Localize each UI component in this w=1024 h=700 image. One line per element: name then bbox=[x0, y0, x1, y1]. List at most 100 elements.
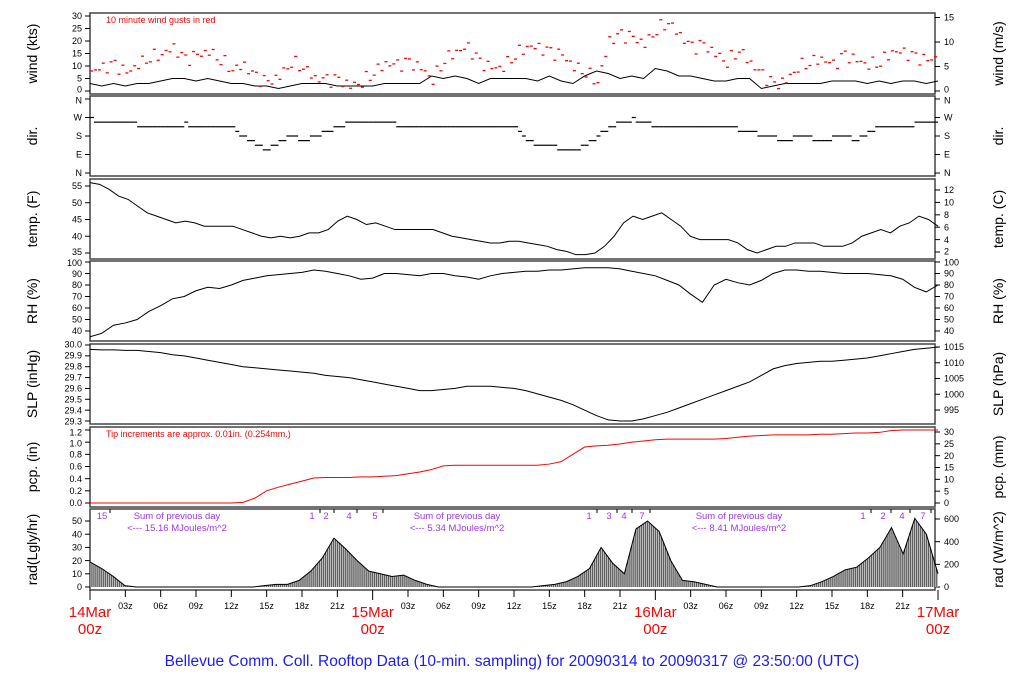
panel-pcp: 0.0 0.2 0.4 0.6 0.8 1.01.2 0 510 15 20 25 30 pcp. (i… bbox=[24, 426, 1006, 508]
radiation-annotations: 15 Sum of previous day<--- 15.16 MJoules/… bbox=[97, 509, 932, 534]
y-tick-label: 10 bbox=[72, 569, 82, 579]
x-tick-label: 03z bbox=[683, 601, 698, 611]
slp-line bbox=[89, 346, 939, 422]
x-day-label: 15Mar bbox=[351, 604, 394, 621]
y-tick-label-right: 50 bbox=[944, 315, 954, 325]
x-tick-label: 18z bbox=[577, 601, 592, 611]
x-tick-label: 18z bbox=[295, 601, 310, 611]
y-tick-label: 29.9 bbox=[64, 350, 82, 360]
radiation-area bbox=[90, 518, 938, 587]
x-tick-label: 15z bbox=[825, 601, 840, 611]
y-tick-label-right: 0 bbox=[944, 582, 949, 592]
y-tick-label: E bbox=[76, 150, 82, 160]
y-tick-label-right: 25 bbox=[944, 439, 954, 449]
y-tick-label: 29.6 bbox=[64, 383, 82, 393]
chart-title: Bellevue Comm. Coll. Rooftop Data (10-mi… bbox=[165, 653, 860, 670]
y-tick-label-right: 5 bbox=[944, 486, 949, 496]
y-axis-label-right: rad (W/m^2) bbox=[990, 511, 1006, 588]
x-tick-label: 03z bbox=[401, 601, 416, 611]
y-tick-label-right: 995 bbox=[944, 405, 959, 415]
y-axis-label: temp. (F) bbox=[24, 191, 40, 248]
y-tick-label: N bbox=[76, 96, 83, 106]
y-tick-label-right: 4 bbox=[944, 235, 949, 245]
y-tick-label: 0.0 bbox=[69, 498, 82, 508]
panel-temp: 35 40 45 50 55 2 4 6 8 10 12 temp. (F) temp. (C) bbox=[24, 178, 1006, 260]
panel-frame bbox=[89, 508, 936, 591]
panel-frame bbox=[89, 12, 936, 95]
x-tick-label: 06z bbox=[719, 601, 734, 611]
y-tick-label: 1.2 bbox=[69, 427, 82, 437]
y-tick-label-right: 8 bbox=[944, 210, 949, 220]
y-tick-label: 55 bbox=[72, 181, 82, 191]
y-tick-label: 30 bbox=[72, 543, 82, 553]
y-tick-label-right: S bbox=[944, 131, 950, 141]
hour-marker: 1 bbox=[860, 511, 865, 522]
y-tick-label-right: 60 bbox=[944, 303, 954, 313]
hour-marker: 15 bbox=[97, 511, 108, 522]
y-tick-label: 50 bbox=[72, 198, 82, 208]
x-tick-label: 06z bbox=[436, 601, 451, 611]
y-tick-label-right: 10 bbox=[944, 198, 954, 208]
y-tick-label-right: 30 bbox=[944, 427, 954, 437]
y-tick-label: 20 bbox=[72, 556, 82, 566]
hour-marker: 4 bbox=[899, 511, 904, 522]
daily-sum-value: <--- 15.16 MJoules/m^2 bbox=[127, 523, 227, 534]
y-tick-label-right: 400 bbox=[944, 537, 959, 547]
y-tick-label-right: 40 bbox=[944, 326, 954, 336]
y-tick-label-right: 600 bbox=[944, 514, 959, 524]
x-day-hour-label: 00z bbox=[361, 621, 385, 638]
y-tick-label-right: 15 bbox=[944, 463, 954, 473]
y-tick-label-right: 200 bbox=[944, 560, 959, 570]
y-axis-label: pcp. (in) bbox=[24, 442, 40, 493]
y-tick-label: 0 bbox=[77, 85, 82, 95]
y-tick-label: 90 bbox=[72, 269, 82, 279]
y-tick-label: 35 bbox=[72, 247, 82, 257]
direction-series bbox=[90, 116, 939, 151]
hour-marker: 5 bbox=[372, 511, 377, 522]
y-tick-label: 30.0 bbox=[64, 339, 82, 349]
y-tick-label-right: 1010 bbox=[944, 358, 964, 368]
radiation-hatch bbox=[89, 518, 937, 587]
y-tick-label: 40 bbox=[72, 326, 82, 336]
y-tick-label-right: 2 bbox=[944, 247, 949, 257]
y-tick-label: 29.7 bbox=[64, 372, 82, 382]
radiation-line bbox=[89, 517, 939, 588]
y-tick-label-right: W bbox=[944, 113, 953, 123]
y-tick-label: 0.2 bbox=[69, 486, 82, 496]
y-tick-label: W bbox=[74, 113, 83, 123]
hour-marker: 1 bbox=[586, 511, 591, 522]
hour-marker: 7 bbox=[920, 511, 925, 522]
y-tick-label: 0.4 bbox=[69, 474, 82, 484]
y-tick-label-right: 90 bbox=[944, 269, 954, 279]
y-axis-label: SLP (inHg) bbox=[24, 350, 40, 418]
hour-marker: 3 bbox=[606, 511, 611, 522]
y-axis-label-right: temp. (C) bbox=[990, 190, 1006, 248]
y-tick-label: 5 bbox=[77, 74, 82, 84]
y-tick-label-right: N bbox=[944, 96, 951, 106]
y-tick-label: 29.4 bbox=[64, 405, 82, 415]
y-axis-label-right: wind (m/s) bbox=[990, 21, 1006, 87]
y-tick-label: 40 bbox=[72, 231, 82, 241]
y-tick-label-right: N bbox=[944, 168, 951, 178]
daily-sum-label: Sum of previous day bbox=[134, 511, 221, 522]
y-tick-label: N bbox=[76, 168, 83, 178]
y-tick-label: 0.6 bbox=[69, 462, 82, 472]
y-axis-label: rad(Lgly/hr) bbox=[24, 514, 40, 586]
y-tick-label-right: 10 bbox=[944, 475, 954, 485]
y-tick-label: 15 bbox=[72, 49, 82, 59]
x-day-hour-label: 00z bbox=[78, 621, 102, 638]
y-tick-label: 20 bbox=[72, 36, 82, 46]
y-tick-label-right: 15 bbox=[944, 13, 954, 23]
x-day-label: 14Mar bbox=[69, 604, 112, 621]
hour-marker: 4 bbox=[621, 511, 626, 522]
hour-marker: 2 bbox=[323, 511, 328, 522]
x-tick-label: 03z bbox=[118, 601, 133, 611]
y-tick-label: 29.8 bbox=[64, 361, 82, 371]
x-day-label: 17Mar bbox=[917, 604, 960, 621]
y-tick-label: 60 bbox=[72, 303, 82, 313]
y-axis-label: RH (%) bbox=[24, 278, 40, 324]
x-tick-label: 06z bbox=[153, 601, 168, 611]
